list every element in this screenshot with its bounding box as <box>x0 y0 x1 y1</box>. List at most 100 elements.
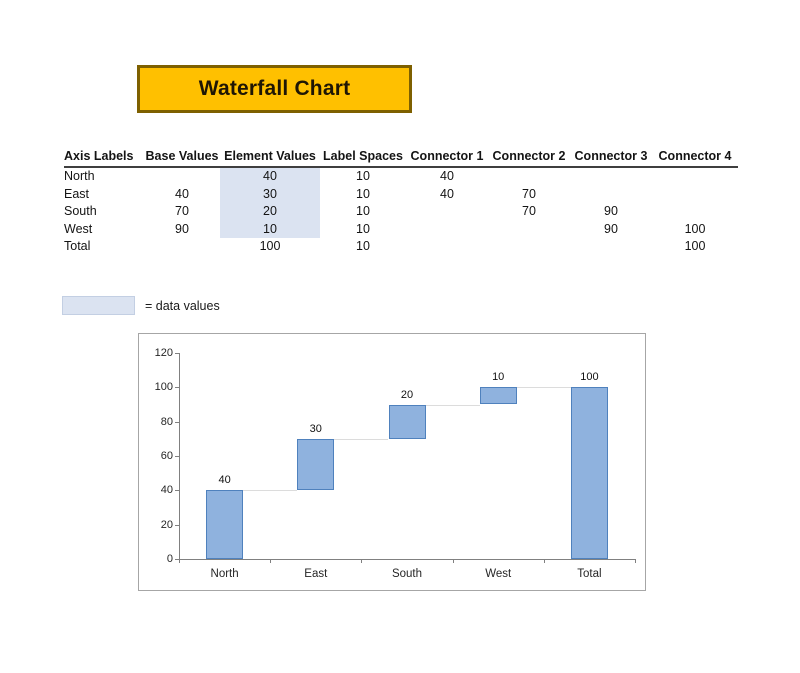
value-cell: 40 <box>220 167 320 186</box>
legend: = data values <box>62 296 220 315</box>
bar <box>388 404 426 439</box>
y-axis-tick <box>175 490 179 492</box>
value-cell <box>488 238 570 256</box>
y-tick-label: 0 <box>166 553 173 565</box>
value-cell: 70 <box>522 204 536 218</box>
value-cell: 100 <box>684 221 706 236</box>
value-cell <box>144 167 220 186</box>
category-label: Total <box>577 568 602 580</box>
x-axis-tick <box>179 559 180 563</box>
value-cell: 90 <box>175 221 189 236</box>
value-cell: 90 <box>604 221 618 236</box>
value-cell <box>570 238 652 256</box>
y-axis-tick <box>175 421 179 423</box>
bar-label: 30 <box>309 422 322 435</box>
x-axis-tick <box>543 559 545 563</box>
value-cell: 70 <box>522 186 536 201</box>
category-label: West <box>485 568 512 580</box>
value-cell: 10 <box>356 239 370 253</box>
value-cell: 40 <box>440 169 454 183</box>
table-row: East 40 30 10 40 70 <box>64 185 738 204</box>
value-cell <box>652 186 738 204</box>
y-tick-label: 40 <box>160 484 173 497</box>
value-cell: 40 <box>175 186 189 201</box>
value-cell <box>652 203 738 221</box>
y-tick-label: 60 <box>160 450 173 462</box>
column-header: Connector 3 <box>570 147 652 168</box>
table-row: West 90 10 10 90 100 <box>64 220 738 239</box>
x-axis-tick <box>270 559 272 563</box>
column-header: Element Values <box>220 147 320 168</box>
value-cell: 70 <box>175 204 189 218</box>
table-body: North 40 10 40 East 40 30 10 40 70 South 70 20 10 70 90… <box>64 167 738 256</box>
y-axis-tick <box>175 456 179 457</box>
y-tick-label: 80 <box>160 415 173 428</box>
table-row: Total 100 10 100 <box>64 238 738 256</box>
value-cell: 10 <box>356 204 370 218</box>
page-title: Waterfall Chart <box>198 77 351 100</box>
value-cell <box>570 186 652 204</box>
bar <box>479 387 517 405</box>
bar-label: 100 <box>580 371 599 384</box>
y-axis-tick <box>175 524 179 526</box>
x-axis-tick <box>452 559 454 563</box>
column-header: Label Spaces <box>320 147 406 168</box>
value-cell: 40 <box>440 186 454 201</box>
value-cell <box>406 238 488 256</box>
value-cell: 10 <box>356 186 370 201</box>
row-label-cell: East <box>64 186 90 201</box>
bar-label: 10 <box>492 371 505 384</box>
category-label: North <box>210 568 239 580</box>
x-axis-tick <box>635 559 636 563</box>
value-cell: 100 <box>259 239 281 253</box>
column-header: Connector 4 <box>652 147 738 168</box>
y-axis-tick <box>175 387 179 389</box>
y-axis-line <box>179 353 180 559</box>
bar <box>297 438 335 491</box>
bar <box>206 490 244 559</box>
column-header: Connector 1 <box>406 147 488 168</box>
y-tick-label: 100 <box>154 381 173 394</box>
y-tick-label: 20 <box>160 518 173 531</box>
data-table: Axis Labels Base Values Element Values Labe… <box>64 147 738 256</box>
column-header: Axis Labels <box>64 147 144 168</box>
connector-line <box>425 404 480 406</box>
y-axis-tick <box>175 353 179 354</box>
value-cell: 10 <box>356 221 370 236</box>
value-cell <box>144 238 220 256</box>
connector-line <box>516 387 571 389</box>
row-label-cell: South <box>64 204 97 218</box>
value-cell <box>652 167 738 186</box>
value-cell <box>406 221 488 239</box>
waterfall-chart: 0 20 40 60 80 100 120 40 North 30 East 20 South 10 Wes… <box>138 333 646 591</box>
value-cell: 20 <box>220 203 320 221</box>
value-cell <box>570 167 652 186</box>
table-row: South 70 20 10 70 90 <box>64 203 738 221</box>
y-axis-tick <box>175 559 179 560</box>
bar-label: 40 <box>218 474 231 487</box>
category-label: East <box>304 568 328 580</box>
value-cell <box>488 167 570 186</box>
value-cell: 10 <box>220 220 320 238</box>
row-label-cell: Total <box>64 239 91 253</box>
row-label-cell: West <box>64 221 93 236</box>
table-row: North 40 10 40 <box>64 167 738 186</box>
category-label: South <box>391 568 423 580</box>
value-cell: 100 <box>684 239 706 253</box>
table-header-row: Axis Labels Base Values Element Values Labe… <box>64 147 738 168</box>
value-cell <box>406 203 488 221</box>
bar-label: 20 <box>400 388 414 401</box>
bar <box>570 387 608 559</box>
value-cell <box>488 221 570 239</box>
x-axis-tick <box>361 559 363 563</box>
x-axis-line <box>179 559 636 560</box>
title-banner: Waterfall Chart <box>137 65 412 113</box>
row-label-cell: North <box>64 169 95 183</box>
connector-line <box>334 438 389 440</box>
data-values-swatch <box>62 296 135 315</box>
value-cell: 30 <box>220 185 320 203</box>
column-header: Base Values <box>144 147 220 168</box>
y-tick-label: 120 <box>154 347 173 359</box>
value-cell: 90 <box>604 204 618 218</box>
connector-line <box>243 490 298 492</box>
